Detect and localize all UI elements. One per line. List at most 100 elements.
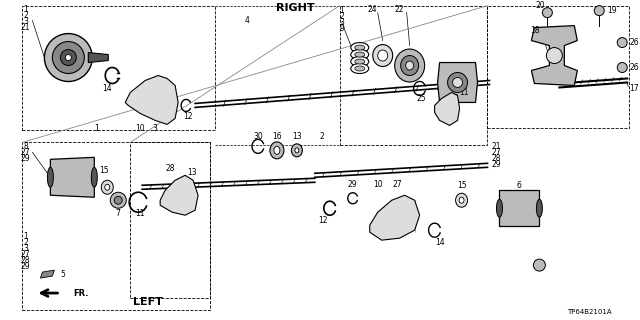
Ellipse shape: [497, 199, 502, 217]
Text: 2: 2: [339, 12, 344, 21]
Text: 25: 25: [417, 94, 426, 103]
Ellipse shape: [274, 146, 280, 154]
Text: 3: 3: [23, 17, 28, 26]
Circle shape: [60, 50, 76, 66]
Ellipse shape: [456, 193, 468, 207]
Text: 1: 1: [339, 6, 344, 15]
Text: 13: 13: [188, 168, 197, 177]
Ellipse shape: [355, 52, 365, 57]
Circle shape: [547, 48, 563, 64]
Text: 14: 14: [435, 238, 444, 247]
Text: 4: 4: [244, 16, 250, 25]
Circle shape: [52, 42, 84, 74]
Text: LEFT: LEFT: [133, 297, 163, 307]
Text: 21: 21: [20, 23, 30, 32]
Circle shape: [452, 77, 463, 87]
Circle shape: [115, 196, 122, 204]
Ellipse shape: [351, 64, 369, 74]
Text: 19: 19: [607, 6, 617, 15]
Text: FR.: FR.: [74, 289, 89, 298]
Text: 3: 3: [153, 124, 157, 133]
Text: 6: 6: [517, 181, 522, 190]
Text: 14: 14: [102, 84, 112, 93]
Text: 27: 27: [393, 180, 403, 189]
Ellipse shape: [378, 50, 388, 61]
Text: 9: 9: [339, 24, 344, 33]
Ellipse shape: [295, 148, 299, 153]
Text: 8: 8: [23, 142, 28, 151]
Circle shape: [617, 62, 627, 73]
Polygon shape: [370, 195, 420, 240]
Polygon shape: [435, 92, 460, 125]
Text: 13: 13: [292, 132, 301, 141]
Circle shape: [110, 192, 126, 208]
Polygon shape: [438, 62, 477, 102]
Ellipse shape: [105, 184, 110, 190]
Text: 27: 27: [20, 148, 30, 157]
Text: 28: 28: [20, 256, 30, 265]
Text: 27: 27: [492, 148, 501, 157]
Text: 3: 3: [339, 18, 344, 27]
Text: 10: 10: [373, 180, 383, 189]
Text: 26: 26: [629, 63, 639, 72]
Text: 29: 29: [348, 180, 358, 189]
Text: 3: 3: [23, 244, 28, 253]
Polygon shape: [40, 270, 54, 278]
Text: RIGHT: RIGHT: [276, 3, 314, 12]
Circle shape: [533, 259, 545, 271]
Text: 27: 27: [20, 250, 30, 259]
Ellipse shape: [372, 44, 393, 67]
Text: 22: 22: [395, 5, 404, 14]
Text: 11: 11: [136, 209, 145, 218]
Circle shape: [447, 73, 468, 92]
Polygon shape: [88, 52, 108, 62]
Text: 2: 2: [23, 11, 28, 20]
Polygon shape: [51, 157, 94, 197]
Text: 16: 16: [272, 132, 282, 141]
Ellipse shape: [351, 43, 369, 52]
Text: 20: 20: [536, 1, 545, 10]
Text: 29: 29: [20, 154, 30, 163]
Circle shape: [617, 37, 627, 48]
Text: 17: 17: [629, 84, 639, 93]
Text: 30: 30: [253, 132, 263, 141]
Ellipse shape: [101, 180, 113, 194]
Text: TP64B2101A: TP64B2101A: [567, 309, 612, 315]
Ellipse shape: [47, 167, 53, 187]
Text: 23: 23: [450, 94, 460, 103]
Ellipse shape: [92, 167, 97, 187]
Text: 11: 11: [460, 88, 469, 97]
Ellipse shape: [406, 61, 413, 70]
Text: 2: 2: [319, 132, 324, 141]
Ellipse shape: [355, 45, 365, 50]
Ellipse shape: [355, 66, 365, 71]
Text: 18: 18: [531, 26, 540, 35]
Text: 10: 10: [136, 124, 145, 133]
Text: 7: 7: [116, 209, 121, 218]
Text: 21: 21: [492, 142, 501, 151]
Text: 5: 5: [60, 269, 65, 279]
Text: 12: 12: [318, 216, 328, 225]
Polygon shape: [160, 175, 198, 215]
Text: 1: 1: [23, 232, 28, 241]
Text: 28: 28: [165, 164, 175, 173]
Ellipse shape: [401, 56, 419, 76]
Text: 28: 28: [492, 154, 501, 163]
Polygon shape: [499, 190, 540, 226]
Text: 2: 2: [23, 238, 28, 247]
Circle shape: [542, 8, 552, 18]
Text: 29: 29: [492, 160, 501, 169]
Circle shape: [44, 34, 92, 82]
Text: 12: 12: [183, 112, 193, 121]
Circle shape: [65, 54, 71, 60]
Ellipse shape: [355, 59, 365, 64]
Text: 15: 15: [99, 166, 109, 175]
Ellipse shape: [459, 197, 464, 203]
Ellipse shape: [351, 57, 369, 67]
Text: 1: 1: [94, 124, 99, 133]
Ellipse shape: [351, 50, 369, 60]
Text: 1: 1: [23, 5, 28, 14]
Circle shape: [595, 6, 604, 16]
Text: 24: 24: [368, 5, 378, 14]
Text: 15: 15: [457, 181, 467, 190]
